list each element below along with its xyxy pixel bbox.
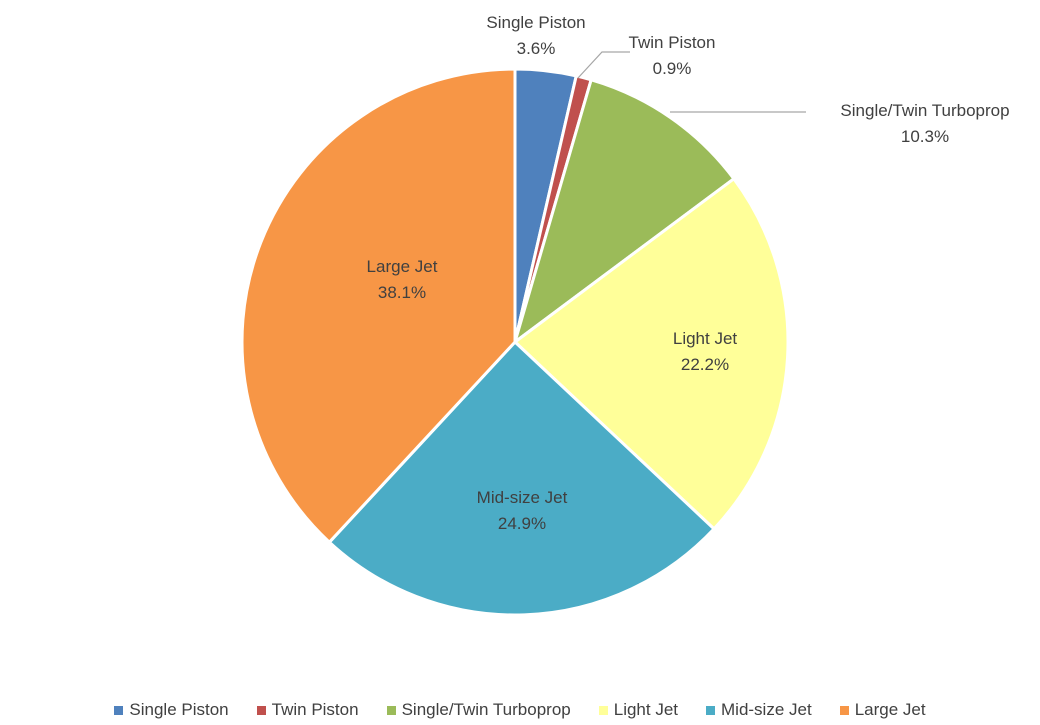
slice-label-single-piston: Single Piston: [486, 13, 585, 32]
slice-label-twin-piston: Twin Piston: [629, 33, 716, 52]
pie-slice-mid-size-jet: [327, 340, 716, 617]
legend-label-turboprop: Single/Twin Turboprop: [401, 700, 571, 719]
slice-value-light-jet: 22.2%: [681, 355, 729, 374]
pie-slice-turboprop: [513, 78, 736, 344]
legend-item-light-jet: Light Jet: [598, 700, 678, 720]
legend-swatch-turboprop: [386, 705, 396, 715]
pie-slice-large-jet: [240, 67, 517, 544]
legend-item-large-jet: Large Jet: [839, 700, 926, 720]
pie-slice-light-jet: [513, 177, 790, 531]
legend-swatch-large-jet: [839, 705, 849, 715]
slice-label-large-jet: Large Jet: [367, 257, 438, 276]
legend-label-single-piston: Single Piston: [129, 700, 229, 719]
legend-swatch-twin-piston: [256, 705, 266, 715]
legend-item-turboprop: Single/Twin Turboprop: [386, 700, 571, 720]
legend-item-mid-size-jet: Mid-size Jet: [706, 700, 812, 720]
slice-label-turboprop: Single/Twin Turboprop: [840, 101, 1009, 120]
legend-item-twin-piston: Twin Piston: [256, 700, 359, 720]
legend-swatch-single-piston: [114, 705, 124, 715]
slice-value-large-jet: 38.1%: [378, 283, 426, 302]
slice-value-twin-piston: 0.9%: [653, 59, 692, 78]
legend-label-mid-size-jet: Mid-size Jet: [721, 700, 812, 719]
slice-label-light-jet: Light Jet: [673, 329, 738, 348]
slice-value-single-piston: 3.6%: [517, 39, 556, 58]
pie-svg: Single Piston 3.6% Twin Piston 0.9% Single/T…: [240, 13, 1010, 617]
legend-label-twin-piston: Twin Piston: [271, 700, 359, 719]
legend-swatch-light-jet: [598, 705, 608, 715]
slice-label-mid-size-jet: Mid-size Jet: [477, 488, 568, 507]
slice-value-mid-size-jet: 24.9%: [498, 514, 546, 533]
legend-item-single-piston: Single Piston: [114, 700, 229, 720]
slice-value-turboprop: 10.3%: [901, 127, 949, 146]
legend-label-light-jet: Light Jet: [613, 700, 678, 719]
legend-label-large-jet: Large Jet: [854, 700, 926, 719]
chart-legend: Single Piston Twin Piston Single/Twin Tu…: [0, 697, 1040, 723]
legend-swatch-mid-size-jet: [706, 705, 715, 715]
leader-line-twin-piston: [577, 51, 630, 79]
